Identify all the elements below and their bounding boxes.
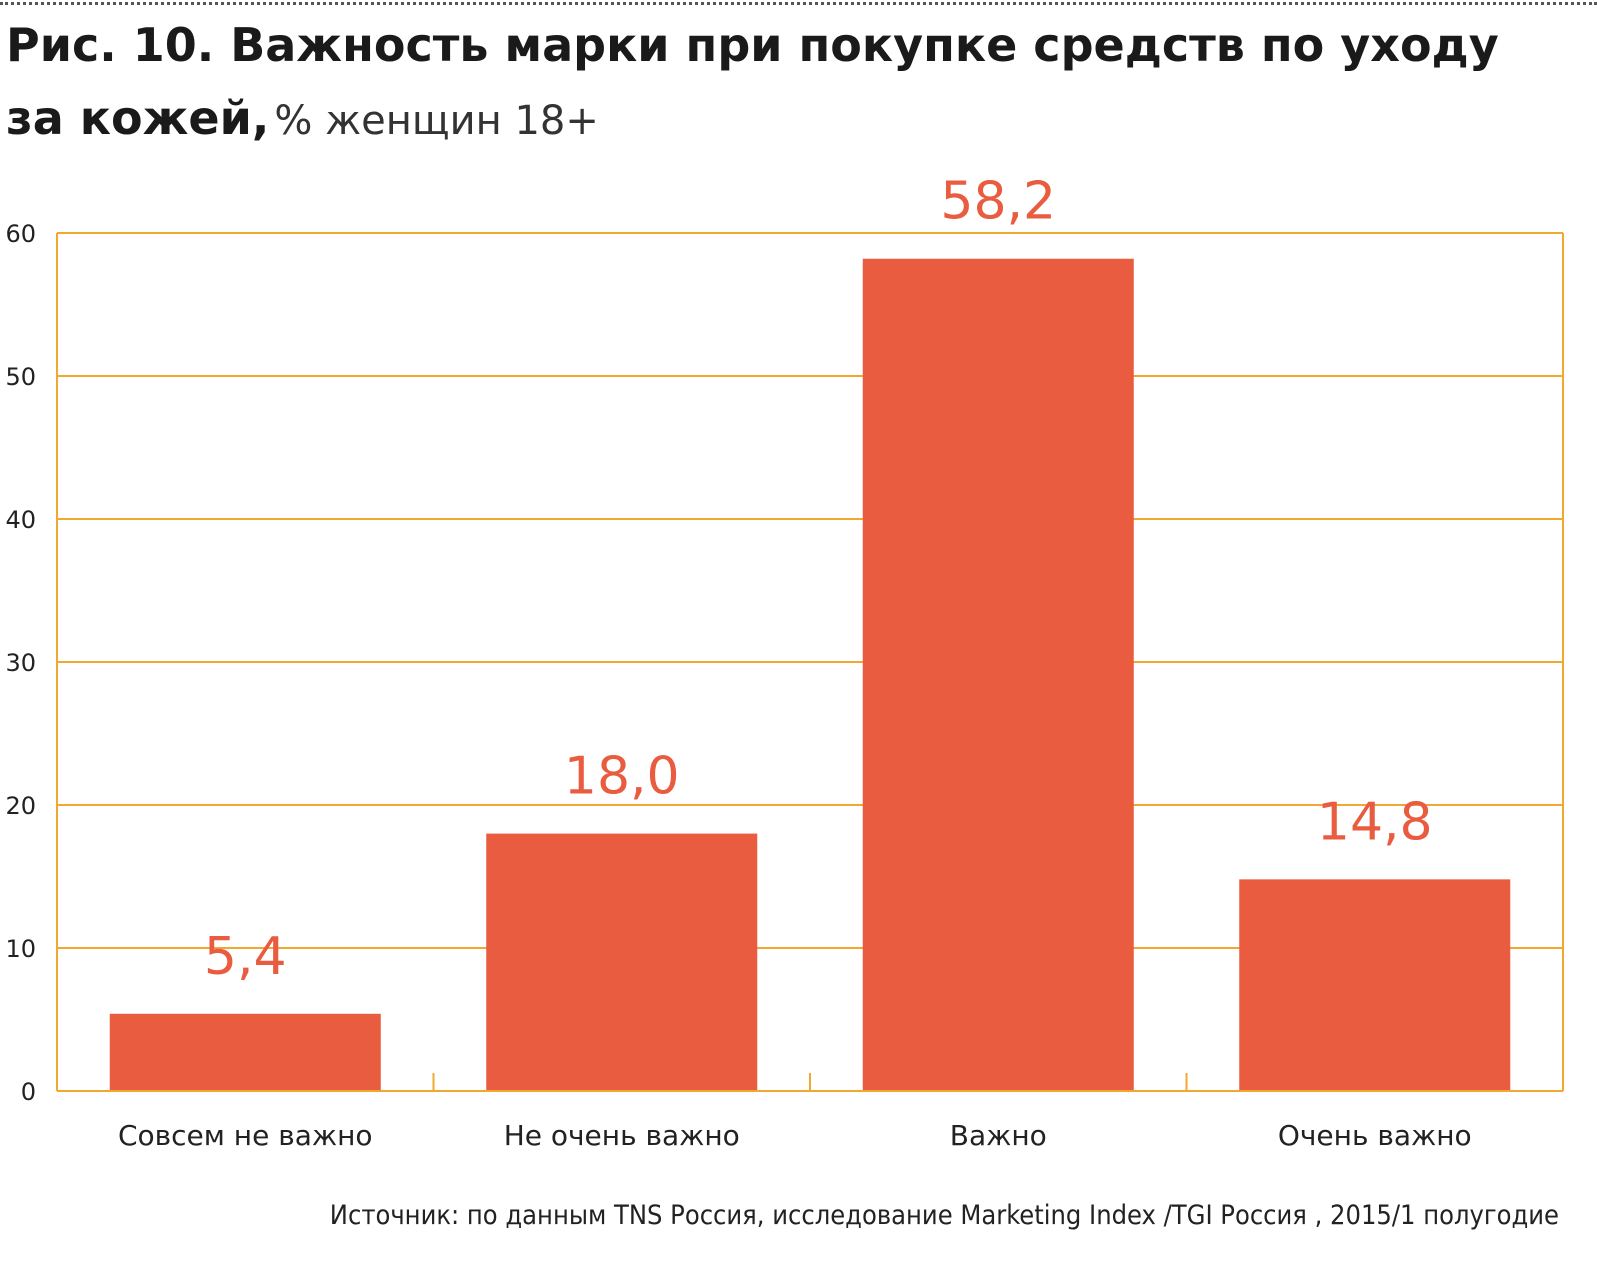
bar-4: [1239, 879, 1511, 1091]
data-label-3: 58,2: [940, 172, 1056, 232]
category-label-4: Очень важно: [1278, 1119, 1472, 1152]
data-label-1: 5,4: [204, 927, 287, 987]
bars: [109, 258, 1511, 1091]
y-tick-label-30: 30: [5, 649, 36, 677]
chart-title-unit: % женщин 18+: [274, 98, 599, 144]
y-tick-label-50: 50: [5, 363, 36, 391]
category-label-3: Важно: [950, 1119, 1047, 1152]
bar-chart: 0 10 20 30 40 50 60 5,4 Совсем не важно 18,0 Не оч…: [5, 172, 1564, 1152]
category-label-1: Совсем не важно: [118, 1119, 373, 1152]
data-label-4: 14,8: [1317, 792, 1433, 852]
y-tick-label-60: 60: [5, 220, 36, 248]
y-tick-label-10: 10: [5, 935, 36, 963]
bar-3: [862, 258, 1134, 1091]
y-tick-label-20: 20: [5, 792, 36, 820]
labels: 0 10 20 30 40 50 60 5,4 Совсем не важно 18,0 Не оч…: [5, 172, 1471, 1152]
y-tick-label-40: 40: [5, 506, 36, 534]
y-tick-label-0: 0: [21, 1078, 36, 1106]
axes: [56, 233, 1564, 1092]
chart-title-main: Рис. 10. Важность марки при покупке сред…: [6, 18, 1499, 145]
bar-1: [109, 1013, 381, 1091]
data-label-2: 18,0: [564, 747, 680, 807]
source-note: Источник: по данным TNS Россия, исследов…: [329, 1200, 1559, 1231]
bar-2: [486, 833, 758, 1091]
chart-title: Рис. 10. Важность марки при покупке сред…: [6, 14, 1566, 160]
top-dotted-rule: [0, 2, 1597, 5]
category-label-2: Не очень важно: [504, 1119, 740, 1152]
